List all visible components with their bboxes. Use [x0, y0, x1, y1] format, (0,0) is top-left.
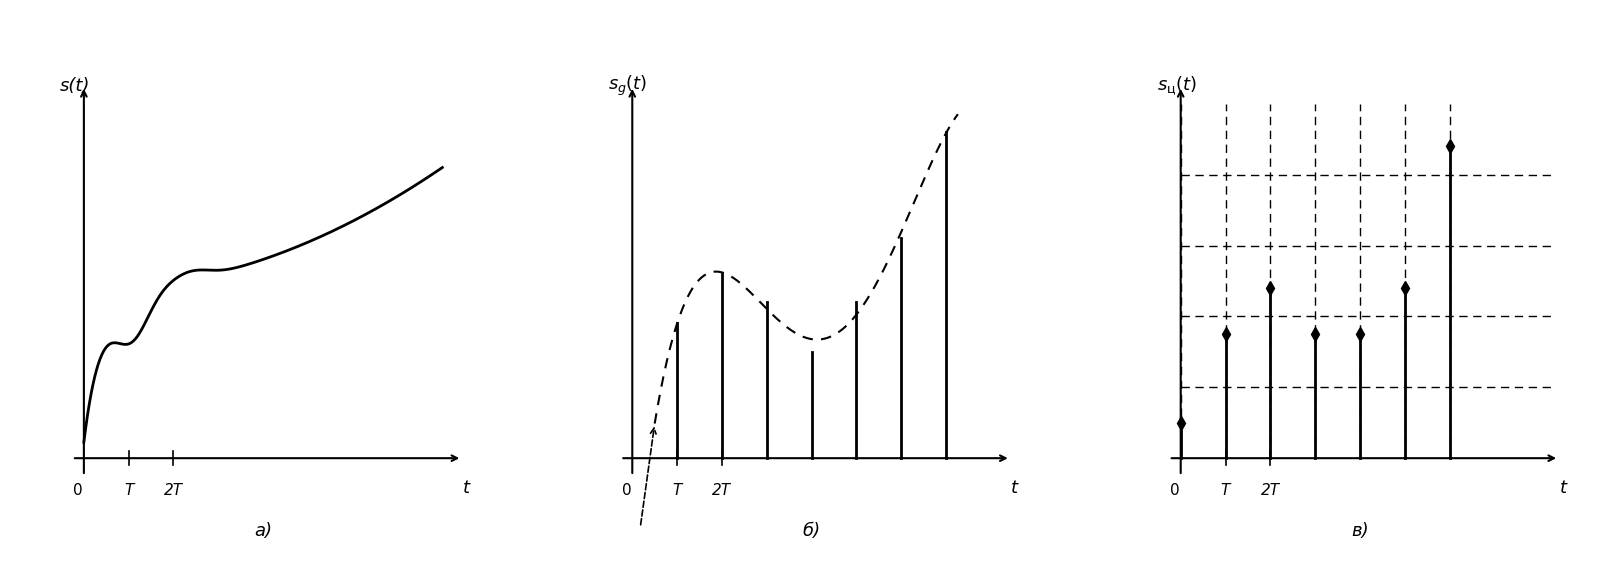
- Text: б): б): [803, 522, 820, 540]
- Text: 2T: 2T: [1260, 483, 1279, 498]
- Text: T: T: [673, 483, 681, 498]
- Text: t: t: [1011, 480, 1019, 497]
- Text: t: t: [1559, 480, 1567, 497]
- Text: 0: 0: [1170, 483, 1180, 498]
- Text: 2T: 2T: [165, 483, 182, 498]
- Text: T: T: [125, 483, 133, 498]
- Text: в): в): [1351, 522, 1369, 540]
- Text: 0: 0: [622, 483, 632, 498]
- Text: a): a): [254, 522, 272, 540]
- Text: $s_g(t)$: $s_g(t)$: [608, 74, 648, 98]
- Text: 2T: 2T: [712, 483, 731, 498]
- Text: 0: 0: [74, 483, 83, 498]
- Text: s(t): s(t): [61, 77, 91, 95]
- Text: $s_{\rm ц}(t)$: $s_{\rm ц}(t)$: [1156, 75, 1196, 97]
- Text: t: t: [462, 480, 470, 497]
- Text: T: T: [1220, 483, 1230, 498]
